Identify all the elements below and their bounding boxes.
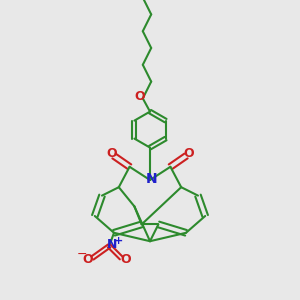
Text: −: − xyxy=(77,248,88,261)
Text: O: O xyxy=(83,253,93,266)
Text: +: + xyxy=(114,236,123,246)
Text: N: N xyxy=(106,238,117,251)
Text: O: O xyxy=(183,147,194,160)
Text: N: N xyxy=(146,172,158,186)
Text: O: O xyxy=(120,253,131,266)
Text: O: O xyxy=(106,147,117,160)
Text: O: O xyxy=(134,89,145,103)
